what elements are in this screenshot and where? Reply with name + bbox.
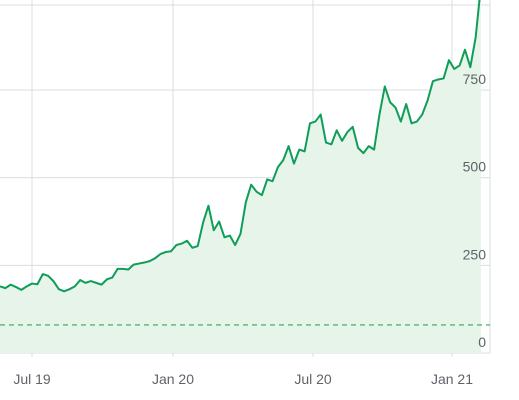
x-tick-label-1: Jan 20 (152, 371, 194, 387)
x-tick-label-3: Jan 21 (431, 371, 473, 387)
y-tick-label-500: 500 (463, 159, 487, 175)
y-tick-label-750: 750 (463, 71, 487, 87)
x-axis-tick-labels: Jul 19 Jan 20 Jul 20 Jan 21 (13, 371, 473, 387)
y-tick-label-250: 250 (463, 246, 487, 262)
x-tick-label-2: Jul 20 (294, 371, 332, 387)
y-axis-tick-labels: 0 250 500 750 (463, 71, 487, 350)
x-tick-label-0: Jul 19 (13, 371, 51, 387)
series-area (0, 0, 481, 353)
y-tick-label-0: 0 (478, 334, 486, 350)
series-line (0, 0, 481, 293)
